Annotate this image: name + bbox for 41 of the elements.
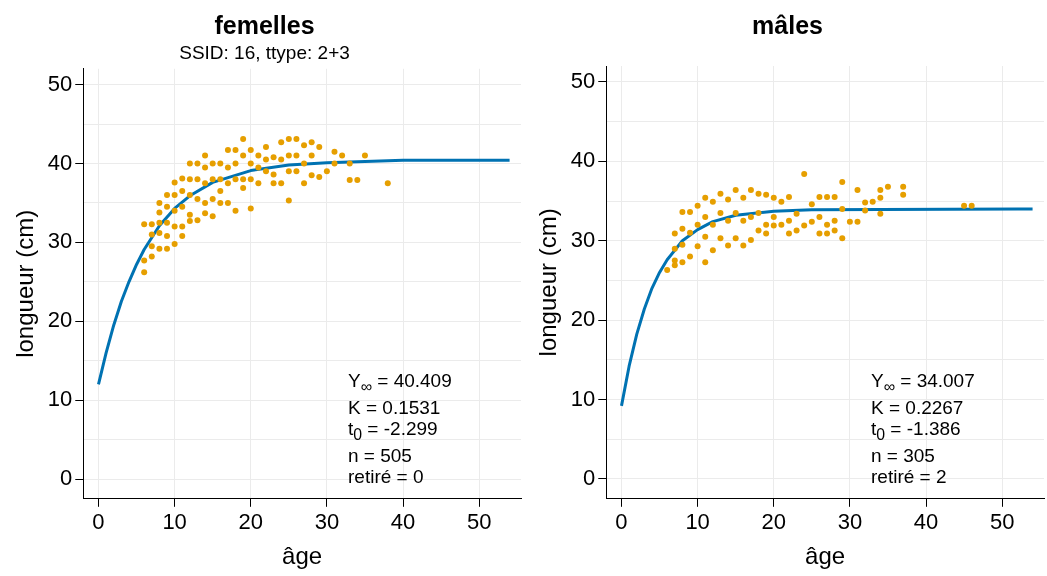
y-tick-label: 30 [47,228,73,254]
x-tick-label: 0 [92,509,105,535]
annotation: K = 0.2267 [871,396,965,418]
y-tick-label: 40 [47,149,73,175]
y-tick-label: 10 [570,385,596,411]
x-tick-label: 40 [913,509,939,535]
chart-title: mâles [752,10,823,39]
x-axis-title: âge [805,542,846,570]
x-axis-title: âge [282,542,323,570]
x-tick-label: 50 [466,509,492,535]
y-tick-label: 50 [47,70,73,96]
y-tick-label: 50 [570,67,596,93]
y-tick-label: 40 [570,147,596,173]
annotation: Y$_{∞}$ = 34.007 [871,370,975,397]
x-tick-label: 20 [761,509,786,535]
annotation: retiré = 0 [348,465,425,487]
annotation: t$_{0}$ = -1.386 [871,417,962,445]
annotation: n = 305 [871,444,936,466]
x-tick-label: 10 [162,509,187,535]
annotation: t$_{0}$ = -2.299 [348,417,439,445]
x-tick-label: 40 [390,509,416,535]
annotation: n = 505 [348,444,413,466]
annotation: retiré = 2 [871,465,948,487]
x-tick-label: 30 [837,509,863,535]
y-tick-label: 0 [60,465,73,491]
x-tick-label: 50 [989,509,1015,535]
x-tick-label: 0 [615,509,628,535]
y-tick-label: 30 [570,226,596,252]
y-axis-title: longueur (cm) [534,208,562,357]
chart-subtitle: SSID: 16, ttype: 2+3 [179,41,350,63]
y-tick-label: 20 [570,306,596,332]
y-tick-label: 0 [583,465,596,491]
x-tick-label: 20 [238,509,263,535]
y-axis-title: longueur (cm) [11,209,39,358]
chart-title: femelles [214,10,315,39]
x-tick-label: 30 [314,509,340,535]
annotation: Y$_{∞}$ = 40.409 [348,370,452,397]
x-tick-label: 10 [685,509,710,535]
y-tick-label: 20 [47,307,73,333]
y-tick-label: 10 [47,386,73,412]
annotation: K = 0.1531 [348,396,442,418]
